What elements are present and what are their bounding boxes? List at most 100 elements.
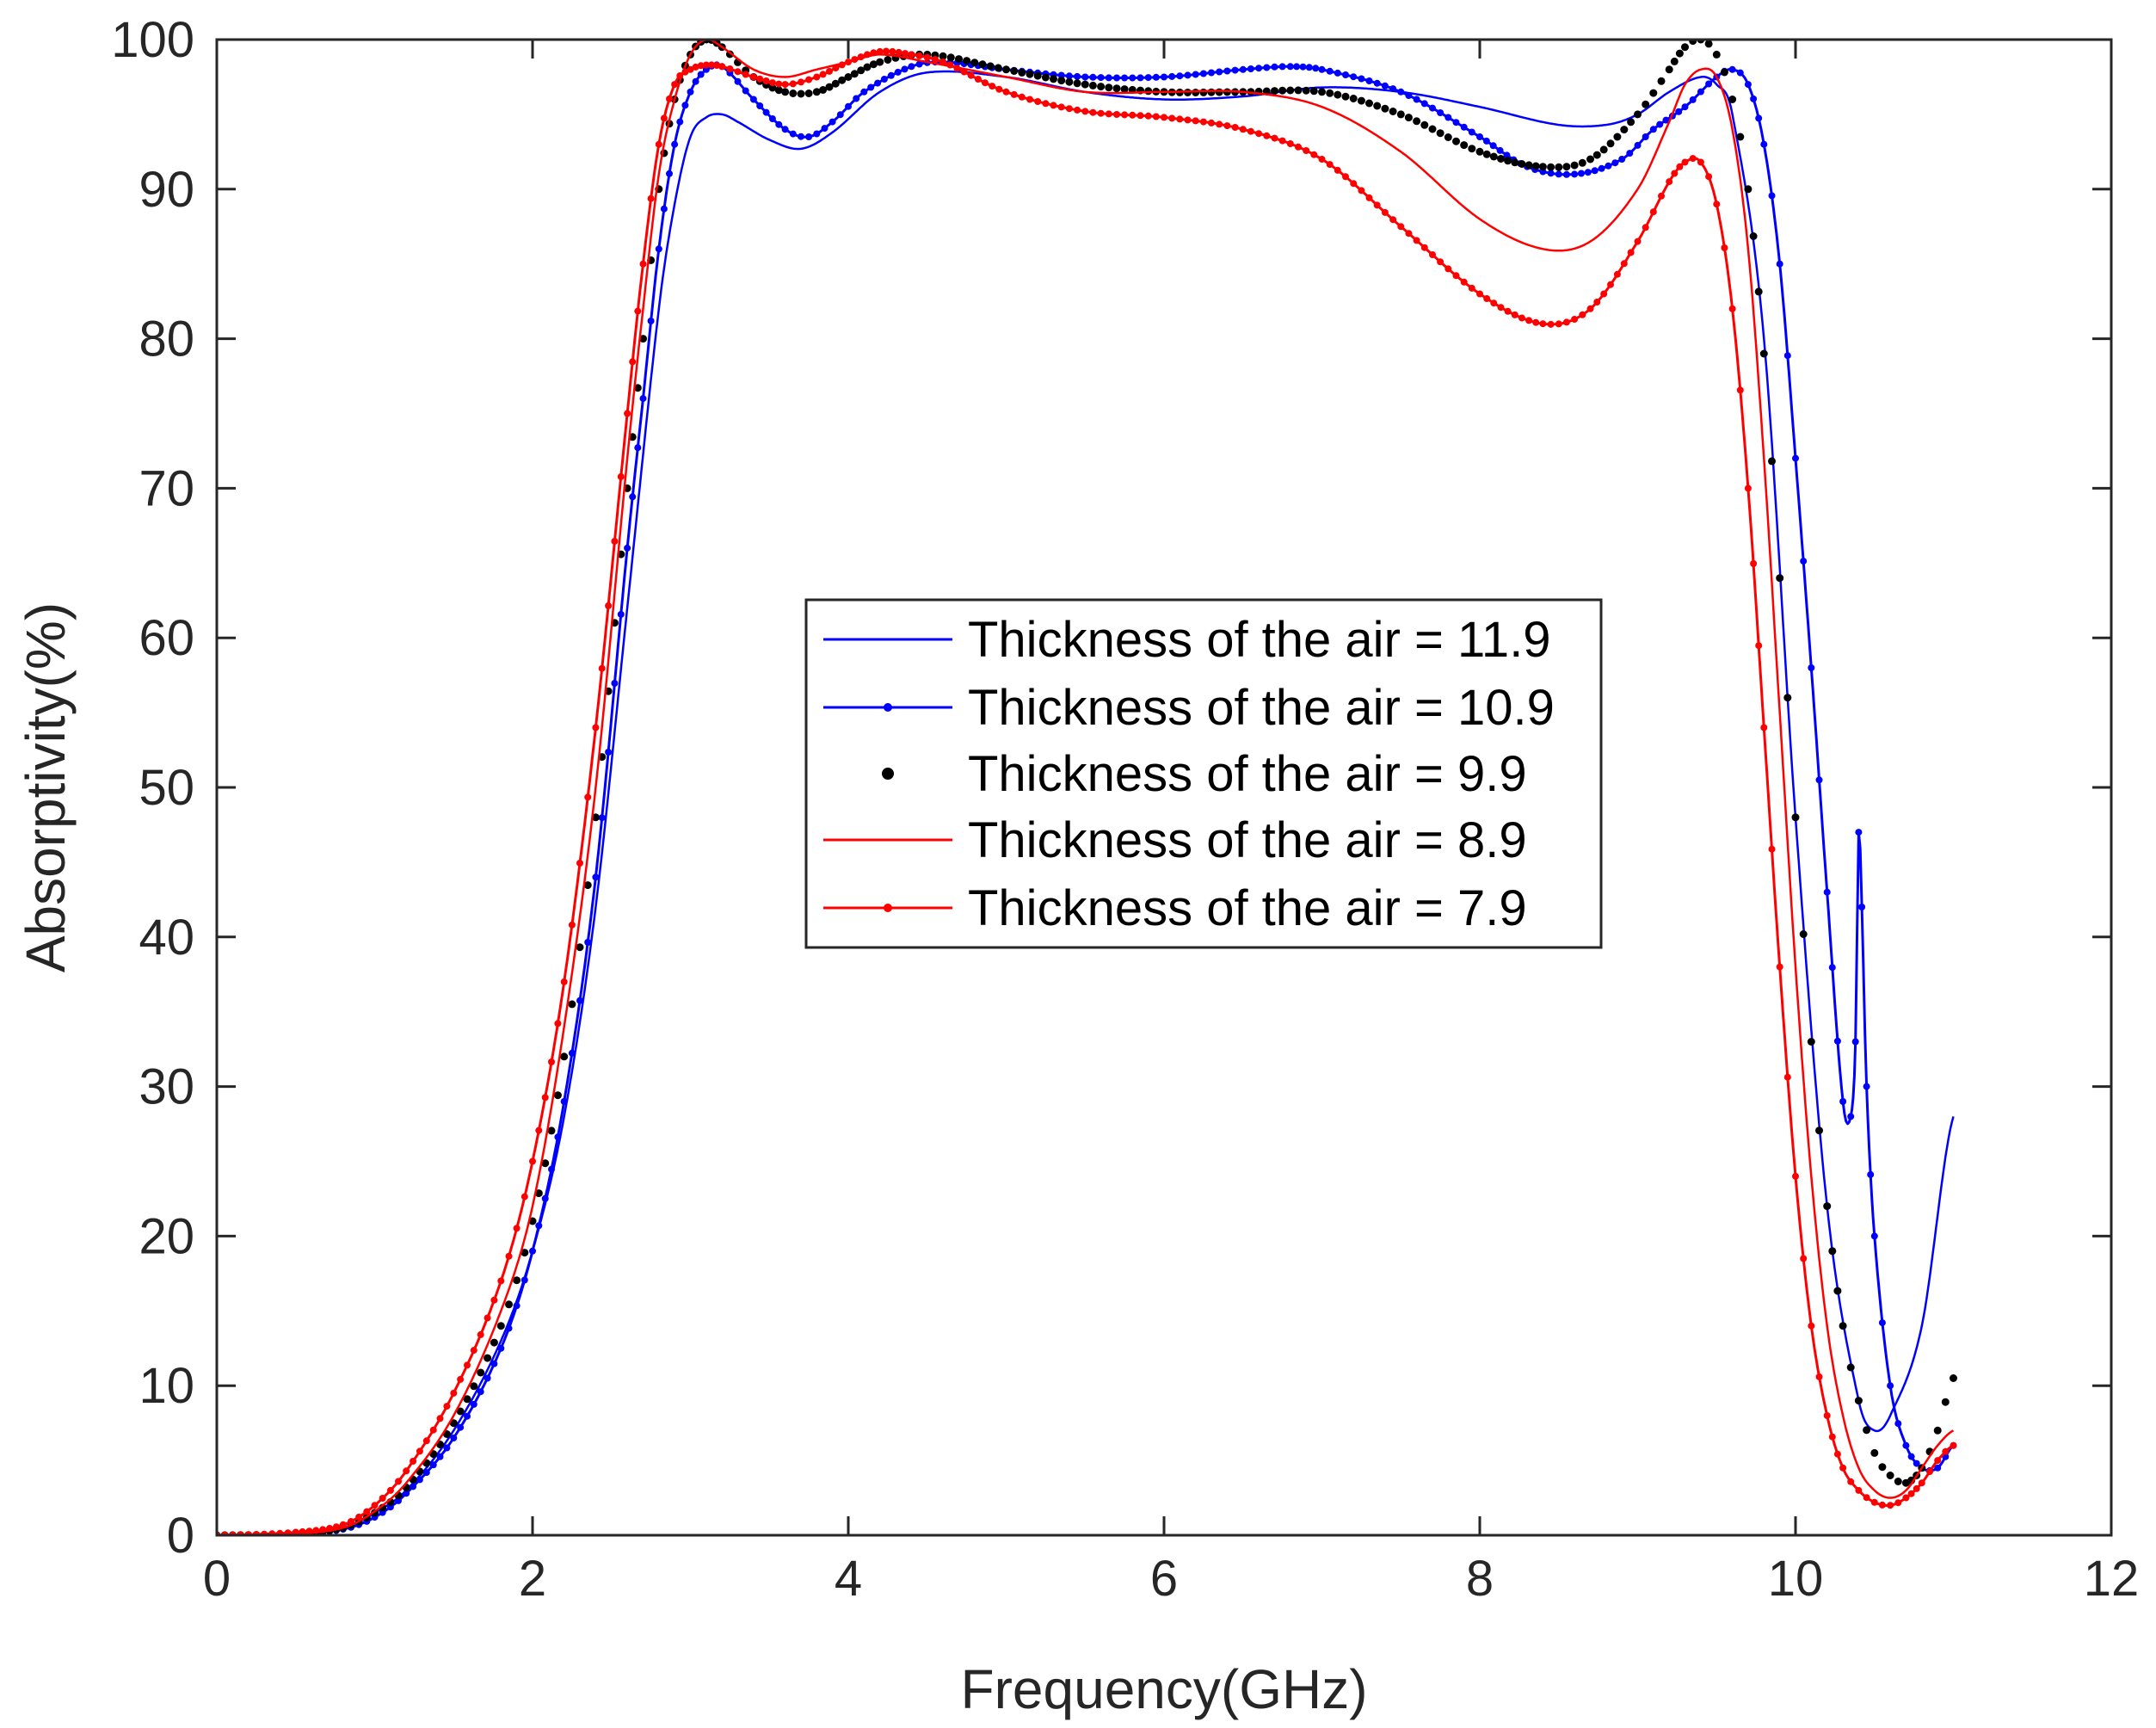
series-point	[1057, 77, 1066, 85]
series-point	[521, 1193, 528, 1200]
series-point	[1620, 260, 1628, 268]
series-point	[1389, 108, 1397, 115]
series-point	[660, 205, 668, 213]
series-point	[1452, 137, 1460, 145]
series-point	[1065, 77, 1074, 86]
series-point	[624, 410, 631, 417]
series-point	[1271, 63, 1278, 71]
series-point	[1611, 159, 1619, 167]
series-point	[548, 1165, 555, 1173]
series-point	[1121, 111, 1129, 119]
series-point	[1018, 68, 1026, 77]
series-point	[1113, 74, 1120, 82]
series-point	[276, 1529, 284, 1535]
series-point	[1656, 120, 1664, 128]
series-point	[560, 978, 568, 985]
series-point	[1613, 133, 1622, 141]
series-point	[1460, 141, 1469, 150]
series-point	[1870, 1232, 1878, 1240]
series-point	[1074, 72, 1081, 80]
series-point	[1295, 143, 1302, 151]
series-point	[742, 71, 749, 78]
series-4	[217, 40, 1955, 1535]
series-point	[1482, 150, 1491, 158]
series-point	[1152, 73, 1160, 81]
series-point	[1783, 694, 1792, 702]
series-point	[1192, 71, 1199, 78]
series-point	[1907, 1453, 1915, 1460]
series-point	[1823, 1412, 1831, 1419]
series-point	[1097, 83, 1106, 91]
series-point	[1547, 163, 1555, 171]
series-point	[967, 71, 975, 79]
series-point	[713, 62, 721, 69]
y-axis-label: Absorptivity(%)	[15, 602, 77, 972]
series-point	[826, 67, 833, 75]
legend-entry-3: Thickness of the air = 9.9	[882, 746, 1527, 802]
series-point	[1858, 904, 1866, 910]
series-point	[547, 1126, 556, 1135]
y-tick-label: 30	[139, 1059, 194, 1115]
series-point	[789, 80, 797, 88]
series-point	[629, 358, 637, 366]
series-point	[1792, 454, 1799, 462]
series-point	[1800, 558, 1808, 565]
series-point	[1907, 1490, 1915, 1497]
series-point	[1120, 85, 1129, 94]
series-point	[1263, 132, 1271, 139]
series-point	[829, 118, 836, 126]
series-point	[1642, 224, 1649, 231]
series-point	[974, 76, 982, 83]
series-point	[1161, 73, 1167, 81]
series-point	[1571, 316, 1579, 323]
series-point	[1397, 223, 1405, 231]
series-point	[1358, 187, 1365, 194]
series-point	[1681, 158, 1689, 166]
series-point	[1934, 1464, 1942, 1472]
series-point	[1002, 88, 1010, 96]
series-point	[1490, 299, 1498, 307]
series-point	[863, 63, 872, 71]
series-point	[605, 749, 613, 756]
x-axis-label: Frequency(GHz)	[961, 1658, 1368, 1720]
series-point	[1759, 349, 1768, 358]
series-point	[1334, 166, 1341, 174]
series-point	[1460, 278, 1468, 286]
series-point	[617, 472, 625, 480]
series-point	[1584, 169, 1592, 176]
series-point	[541, 1194, 549, 1202]
series-point	[874, 79, 882, 87]
series-point	[1042, 100, 1050, 108]
series-point	[1309, 87, 1318, 96]
series-point	[870, 49, 878, 57]
series-point	[978, 60, 987, 69]
series-point	[1662, 116, 1670, 124]
series-point	[1815, 776, 1823, 784]
series-point	[687, 65, 694, 73]
series-point	[671, 140, 679, 148]
series-point	[554, 1133, 562, 1141]
series-point	[1129, 74, 1137, 82]
series-point	[1666, 178, 1673, 186]
series-point	[1231, 124, 1239, 131]
series-point	[798, 133, 804, 140]
series-point	[1208, 69, 1215, 77]
series-point	[860, 88, 868, 96]
series-point	[1105, 74, 1112, 82]
series-point	[477, 1388, 484, 1396]
series-point	[1791, 813, 1800, 822]
series-point	[554, 1020, 562, 1028]
series-point	[1081, 80, 1089, 89]
series-point	[1305, 64, 1313, 71]
legend-label-4: Thickness of the air = 8.9	[968, 812, 1527, 868]
series-point	[1768, 192, 1776, 200]
series-point	[1750, 559, 1758, 567]
series-point	[666, 170, 673, 177]
series-point	[1476, 290, 1483, 298]
series-point	[1215, 88, 1223, 96]
series-point	[660, 114, 668, 122]
series-point	[1902, 1441, 1910, 1449]
series-point	[535, 1222, 543, 1230]
series-point	[1878, 1463, 1887, 1472]
series-point	[490, 1360, 498, 1367]
